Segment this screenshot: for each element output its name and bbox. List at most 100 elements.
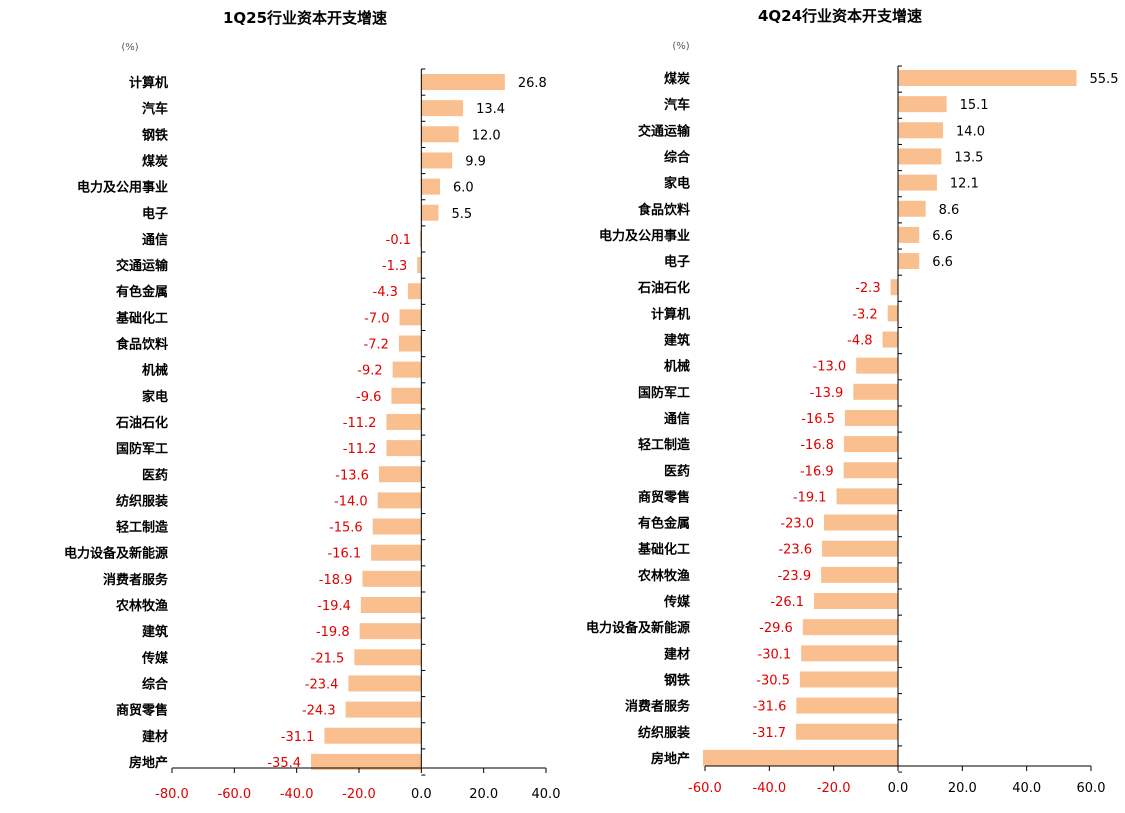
chart-1q25-bar bbox=[371, 544, 422, 561]
chart-4q24-value-label: -26.1 bbox=[770, 595, 804, 610]
chart-4q24-value-label: -30.5 bbox=[756, 673, 790, 688]
chart-1q25-value-label: -14.0 bbox=[334, 494, 368, 509]
chart-4q24-value-label: -30.1 bbox=[758, 647, 792, 662]
chart-1q25-bar bbox=[362, 570, 422, 587]
chart-4q24-bar bbox=[898, 70, 1077, 86]
chart-1q25-value-label: -11.2 bbox=[343, 442, 377, 457]
chart-1q25-category-label: 食品饮料 bbox=[116, 337, 168, 353]
chart-1q25-title: 1Q25行业资本开支增速 bbox=[223, 9, 387, 27]
chart-4q24-x-tick-label: 0.0 bbox=[888, 781, 909, 796]
chart-4q24-category-label: 基础化工 bbox=[637, 542, 690, 558]
chart-4q24-bar bbox=[796, 697, 898, 714]
chart-4q24-bar bbox=[814, 593, 898, 609]
chart-1q25-category-label: 计算机 bbox=[129, 75, 168, 91]
chart-1q25-bar bbox=[421, 74, 505, 90]
chart-4q24-value-label: -2.3 bbox=[855, 281, 880, 296]
chart-4q24-category-label: 消费者服务 bbox=[625, 699, 691, 715]
chart-1q25-value-label: -11.2 bbox=[343, 416, 377, 431]
chart-1q25-bar bbox=[399, 309, 422, 326]
chart-1q25-x-tick-label: 0.0 bbox=[411, 787, 432, 802]
chart-4q24-category-label: 商贸零售 bbox=[638, 489, 690, 505]
chart-1q25-value-label: 6.0 bbox=[453, 181, 474, 196]
chart-4q24-value-label: -23.6 bbox=[778, 543, 812, 558]
chart-1q25-category-label: 建筑 bbox=[142, 624, 168, 640]
chart-4q24-bar bbox=[822, 540, 898, 557]
chart-1q25-x-tick-label: -20.0 bbox=[342, 787, 376, 802]
chart-1q25-category-label: 钢铁 bbox=[142, 127, 168, 143]
chart-1q25-bar bbox=[345, 701, 422, 718]
chart-4q24-category-label: 电力设备及新能源 bbox=[586, 620, 690, 636]
chart-1q25-bar bbox=[360, 597, 422, 613]
chart-1q25-bar bbox=[421, 126, 459, 143]
chart-4q24-bar bbox=[898, 148, 942, 165]
chart-1q25-category-label: 煤炭 bbox=[142, 153, 168, 169]
chart-1q25-value-label: 26.8 bbox=[518, 76, 547, 91]
chart-4q24-value-label: 14.0 bbox=[956, 124, 985, 139]
chart-4q24-bar bbox=[887, 305, 898, 322]
chart-1q25-bar bbox=[386, 440, 422, 457]
chart-1q25-category-label: 传媒 bbox=[141, 650, 169, 666]
chart-4q24-bar bbox=[821, 566, 898, 583]
chart-1q25-bar bbox=[372, 518, 422, 535]
chart-4q24-value-label: -16.9 bbox=[800, 464, 834, 479]
chart-4q24-value-label: -16.8 bbox=[800, 438, 834, 453]
chart-4q24-bar bbox=[801, 645, 898, 662]
chart-1q25-value-label: 13.4 bbox=[476, 102, 505, 117]
chart-1q25-bar bbox=[421, 204, 439, 221]
chart-4q24-bar bbox=[898, 174, 937, 191]
chart-4q24-value-label: -19.1 bbox=[793, 490, 827, 505]
chart-4q24-category-label: 机械 bbox=[664, 359, 690, 375]
chart-1q25-value-label: -21.5 bbox=[311, 651, 345, 666]
chart-4q24-value-label: -16.5 bbox=[801, 412, 835, 427]
chart-1q25-x-tick-label: -40.0 bbox=[280, 787, 314, 802]
chart-4q24-bar bbox=[898, 253, 920, 270]
chart-1q25-category-label: 交通运输 bbox=[116, 258, 169, 274]
chart-4q24-bar bbox=[843, 436, 898, 453]
chart-4q24-category-label: 综合 bbox=[664, 149, 691, 165]
chart-4q24-category-label: 建材 bbox=[664, 646, 690, 662]
chart-4q24-value-label: 15.1 bbox=[960, 98, 989, 113]
chart-4q24-category-label: 家电 bbox=[664, 176, 690, 192]
chart-1q25-category-label: 电力设备及新能源 bbox=[64, 546, 168, 562]
chart-1q25-bar bbox=[398, 335, 422, 352]
chart-1q25-category-label: 家电 bbox=[142, 389, 168, 405]
chart-1q25-category-label: 房地产 bbox=[129, 755, 168, 771]
chart-4q24-x-tick-label: 40.0 bbox=[1012, 781, 1041, 796]
chart-4q24-category-label: 通信 bbox=[664, 411, 690, 427]
chart-1q25-value-label: -31.1 bbox=[281, 730, 315, 745]
chart-4q24-value-label: 8.6 bbox=[939, 203, 960, 218]
chart-1q25-unit-label: (%) bbox=[121, 42, 138, 53]
chart-1q25-category-label: 轻工制造 bbox=[116, 520, 169, 536]
chart-4q24-value-label: 13.5 bbox=[954, 150, 983, 165]
chart-1q25-category-label: 电力及公用事业 bbox=[77, 180, 168, 196]
chart-4q24-category-label: 电子 bbox=[664, 254, 690, 270]
chart-1q25-value-label: -9.2 bbox=[357, 364, 382, 379]
chart-1q25-bar bbox=[421, 178, 441, 195]
chart-4q24-category-label: 计算机 bbox=[651, 306, 690, 322]
chart-1q25-category-label: 医药 bbox=[142, 467, 168, 483]
chart-4q24-value-label: -23.9 bbox=[777, 569, 811, 584]
chart-1q25-category-label: 建材 bbox=[142, 729, 168, 745]
chart-4q24-category-label: 煤炭 bbox=[664, 71, 690, 87]
chart-4q24-category-label: 轻工制造 bbox=[638, 437, 691, 453]
chart-4q24-x-tick-label: -60.0 bbox=[688, 781, 722, 796]
chart-1q25-category-label: 国防军工 bbox=[116, 441, 168, 457]
chart-4q24-bar bbox=[853, 383, 898, 400]
chart-4q24-value-label: -29.6 bbox=[759, 621, 793, 636]
chart-4q24-value-label: -13.9 bbox=[810, 386, 844, 401]
chart-1q25-value-label: -18.9 bbox=[319, 573, 353, 588]
chart-4q24-bar bbox=[799, 671, 898, 688]
chart-4q24-x-tick-label: 60.0 bbox=[1077, 781, 1106, 796]
chart-1q25-bar bbox=[354, 649, 422, 666]
chart-4q24-bar bbox=[890, 279, 898, 296]
chart-4q24-bar bbox=[898, 226, 920, 243]
chart-1q25-value-label: -4.3 bbox=[373, 285, 398, 300]
chart-1q25-x-tick-label: -60.0 bbox=[218, 787, 252, 802]
chart-1q25-value-label: -1.3 bbox=[382, 259, 407, 274]
chart-4q24-x-tick-label: -40.0 bbox=[753, 781, 787, 796]
chart-4q24-bar bbox=[856, 357, 898, 374]
chart-1q25-category-label: 有色金属 bbox=[116, 284, 168, 300]
chart-4q24-bar bbox=[703, 749, 898, 766]
chart-4q24-bar bbox=[836, 488, 898, 505]
chart-1q25-value-label: -7.2 bbox=[364, 338, 389, 353]
